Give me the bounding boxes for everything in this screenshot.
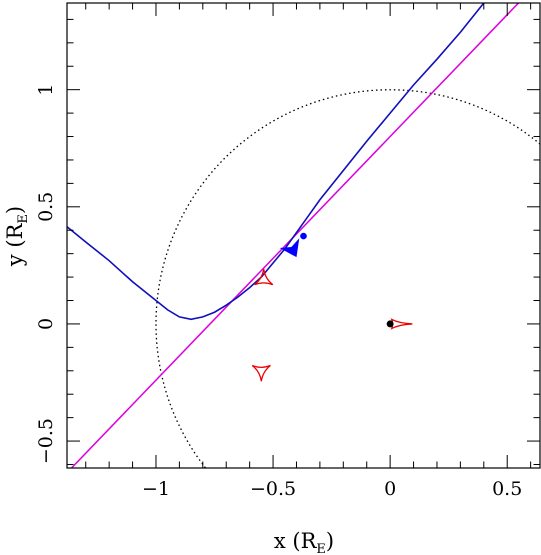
x-tick-label: −1 <box>142 478 170 500</box>
y-tick-label: 0.5 <box>35 192 57 222</box>
caustics-group <box>251 268 413 382</box>
plot-frame <box>66 2 541 469</box>
axis-ticks <box>67 3 540 468</box>
direction-arrow <box>279 238 300 258</box>
einstein-ring <box>155 89 540 468</box>
caustic-3 <box>390 318 413 330</box>
source-marker <box>300 232 307 240</box>
x-tick-label: −0.5 <box>250 478 296 500</box>
caustic-2 <box>251 364 271 382</box>
lens-marker <box>386 320 394 328</box>
x-axis-label: x (RE) <box>274 529 334 555</box>
straight-trajectory-line <box>70 3 520 468</box>
x-tick-label: 0 <box>384 478 396 500</box>
y-tick-label: −0.5 <box>35 418 57 464</box>
y-tick-label: 1 <box>35 84 57 96</box>
y-tick-label: 0 <box>35 318 57 330</box>
curved-trajectory-line <box>67 3 485 321</box>
y-axis-label: y (RE) <box>3 206 31 267</box>
caustic-1 <box>254 268 274 286</box>
x-tick-label: 0.5 <box>492 478 522 500</box>
data-layer <box>67 3 540 468</box>
tick-labels: −1 −0.5 0 0.5 −0.5 0 0.5 1 <box>35 84 522 500</box>
